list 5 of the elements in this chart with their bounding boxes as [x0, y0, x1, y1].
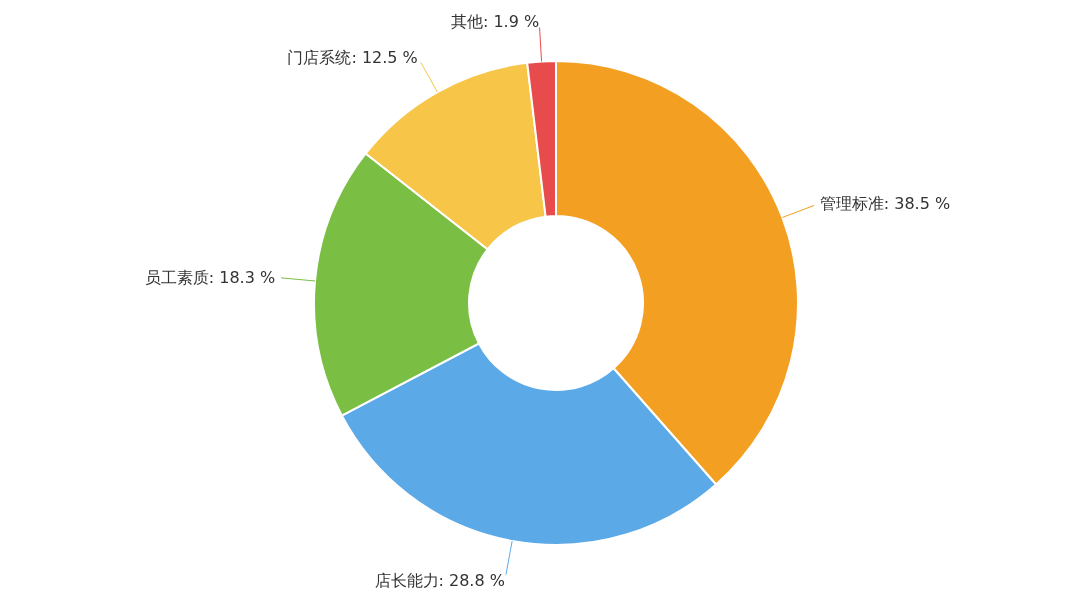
- slice-label: 店长能力: 28.8 %: [374, 570, 505, 590]
- slice-label: 员工素质: 18.3 %: [144, 267, 276, 287]
- slice-label: 门店系统: 12.5 %: [287, 47, 418, 67]
- slice-label: 其他: 1.9 %: [450, 12, 540, 31]
- slice-label: 管理标准: 38.5 %: [819, 193, 951, 213]
